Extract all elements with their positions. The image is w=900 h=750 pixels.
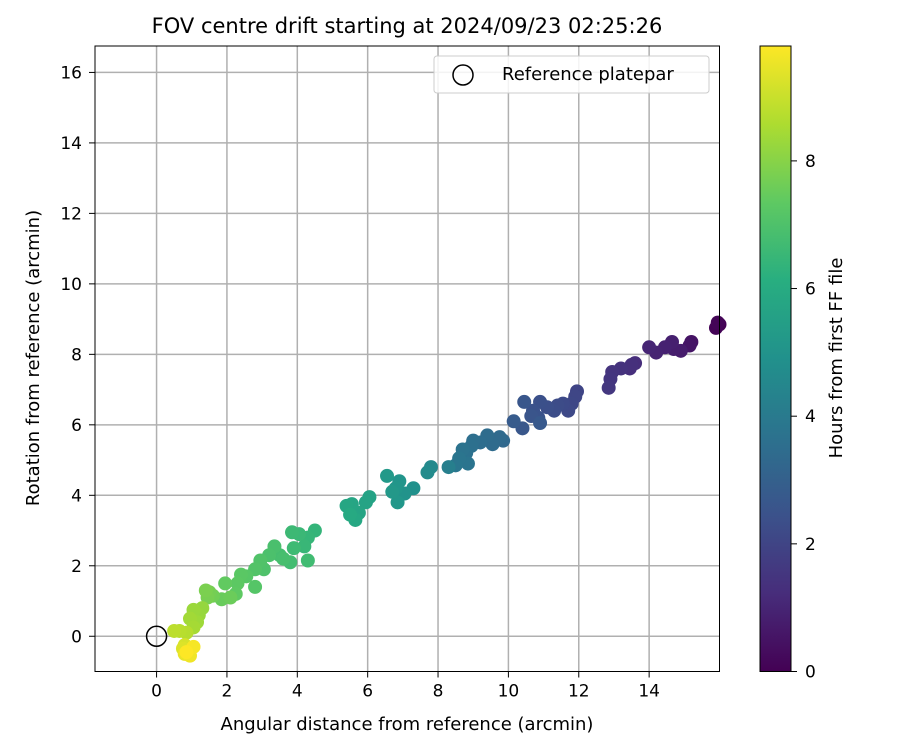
x-tick-label: 0 [151,682,162,702]
legend-label: Reference platepar [502,64,674,85]
scatter-point [380,468,395,483]
scatter-point [179,645,194,660]
scatter-point [390,495,405,510]
y-tick-label: 14 [60,134,82,154]
x-tick-label: 2 [222,682,233,702]
colorbar-label: Hours from first FF file [826,258,847,459]
y-axis-ticks: 0 2 4 6 8 10 12 14 16 [60,63,95,647]
scatter-point [358,495,373,510]
y-tick-label: 8 [71,345,82,365]
y-tick-label: 6 [71,416,82,436]
scatter-point [218,576,233,591]
scatter-point [286,541,301,556]
x-axis-ticks: 0 2 4 6 8 10 12 14 [151,671,660,702]
scatter-point [642,340,657,355]
plot-frame [94,45,720,672]
scatter-point [624,357,639,372]
colorbar [759,45,792,672]
chart-title: FOV centre drift starting at 2024/09/23 … [152,14,663,38]
scatter-point [343,507,358,522]
reference-point [145,625,168,648]
data-points [167,315,727,663]
x-tick-label: 4 [292,682,303,702]
x-tick-label: 12 [568,682,590,702]
scatter-point [420,465,435,480]
legend-box [433,55,710,94]
reference-platepar-marker [145,625,168,648]
scatter-point [297,539,312,554]
y-tick-label: 10 [60,275,82,295]
scatter-point [223,590,238,605]
colorbar-tick-label: 4 [805,407,816,427]
y-tick-label: 16 [60,63,82,83]
legend: Reference platepar [433,55,710,94]
scatter-point [276,551,291,566]
colorbar-tick-label: 0 [805,663,816,683]
y-tick-label: 12 [60,204,82,224]
grid-lines [95,46,720,672]
y-axis-label: Rotation from reference (arcmin) [23,210,44,506]
scatter-point [230,576,245,591]
scatter-point [506,414,521,429]
scatter-point [517,394,532,409]
y-tick-label: 0 [71,627,82,647]
y-tick-label: 2 [71,557,82,577]
x-axis-label: Angular distance from reference (arcmin) [221,714,594,735]
scatter-point [167,623,182,638]
colorbar-tick-label: 6 [805,280,816,300]
scatter-point [198,583,213,598]
colorbar-tick-label: 8 [805,152,816,172]
x-tick-label: 14 [638,682,660,702]
scatter-point [300,553,315,568]
scatter-point [385,484,400,499]
scatter-point [533,416,548,431]
scatter-point [710,315,725,330]
x-tick-label: 8 [433,682,444,702]
x-tick-label: 10 [498,682,520,702]
scatter-point [601,380,616,395]
y-tick-label: 4 [71,486,82,506]
x-tick-label: 6 [362,682,373,702]
scatter-point [441,460,456,475]
scatter-point [285,525,300,540]
scatter-point [248,579,263,594]
colorbar-ticks: 0 2 4 6 8 [791,152,816,683]
legend-marker-open-circle [452,64,474,86]
colorbar-tick-label: 2 [805,535,816,555]
